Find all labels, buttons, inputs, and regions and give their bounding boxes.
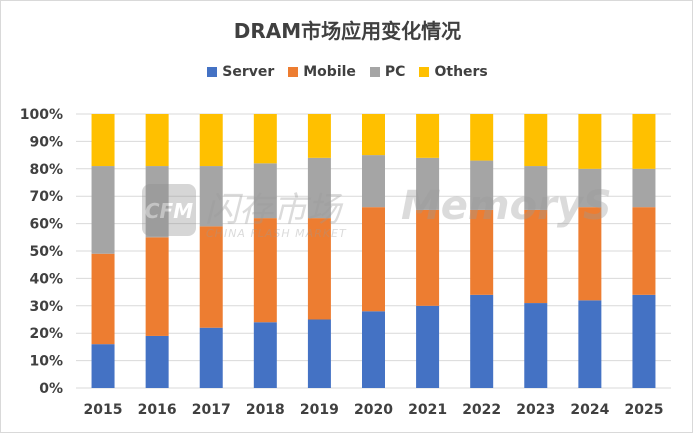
watermark: CFM 闪存市场 CHINA FLASH MARKET MemoryS xyxy=(142,183,612,240)
bar-others-2017 xyxy=(199,114,223,167)
y-tick-label: 0% xyxy=(39,381,63,397)
bar-pc-2019 xyxy=(307,157,331,219)
legend-swatch-pc xyxy=(369,67,380,77)
y-tick-label: 10% xyxy=(29,354,63,370)
bar-pc-2022 xyxy=(470,160,494,210)
y-tick-label: 30% xyxy=(29,299,63,315)
bar-others-2015 xyxy=(91,114,115,167)
bar-pc-2025 xyxy=(632,168,656,208)
bar-others-2020 xyxy=(362,114,385,156)
bar-mobile-2019 xyxy=(307,218,331,320)
bar-pc-2024 xyxy=(578,168,602,208)
x-axis-ticks: 2015 2016 2017 2018 2019 2020 2021 2022 2023 2024… xyxy=(84,402,664,418)
bar-mobile-2021 xyxy=(416,209,440,306)
x-tick-label: 2025 xyxy=(624,402,663,418)
legend-swatch-others xyxy=(419,67,430,77)
bar-mobile-2025 xyxy=(632,207,656,295)
watermark-logo-box xyxy=(142,184,196,236)
bar-pc-2021 xyxy=(416,157,440,210)
legend-label-others: Others xyxy=(434,64,488,80)
x-tick-label: 2023 xyxy=(516,402,555,418)
bar-mobile-2024 xyxy=(578,207,602,301)
bar-others-2022 xyxy=(470,114,494,161)
x-tick-label: 2022 xyxy=(462,402,501,418)
legend-swatch-server xyxy=(207,67,218,77)
x-tick-label: 2024 xyxy=(570,402,609,418)
legend-label-mobile: Mobile xyxy=(303,64,356,80)
y-tick-label: 100% xyxy=(20,107,63,123)
bar-mobile-2023 xyxy=(524,209,548,304)
bar-pc-2020 xyxy=(362,155,385,208)
bar-server-2021 xyxy=(416,305,440,388)
bar-mobile-2017 xyxy=(199,226,223,328)
watermark-en-text: CHINA FLASH MARKET xyxy=(206,227,347,240)
bar-others-2024 xyxy=(578,114,602,169)
chart-title: DRAM市场应用变化情况 xyxy=(233,19,462,43)
y-tick-label: 20% xyxy=(29,326,63,342)
y-tick-label: 60% xyxy=(29,217,63,233)
bar-pc-2017 xyxy=(199,166,223,227)
bars xyxy=(91,114,656,388)
x-tick-label: 2020 xyxy=(354,402,393,418)
y-tick-label: 90% xyxy=(29,134,63,150)
legend-swatch-mobile xyxy=(288,67,299,77)
y-tick-label: 40% xyxy=(29,271,63,287)
bar-server-2024 xyxy=(578,300,602,388)
bar-mobile-2022 xyxy=(470,209,494,295)
bar-server-2023 xyxy=(524,303,548,388)
bar-others-2021 xyxy=(416,114,440,158)
bar-others-2016 xyxy=(145,114,169,167)
bar-server-2025 xyxy=(632,294,656,388)
bar-mobile-2020 xyxy=(362,207,385,312)
bar-mobile-2016 xyxy=(145,237,169,336)
x-tick-label: 2015 xyxy=(84,402,123,418)
y-tick-label: 80% xyxy=(29,162,63,178)
legend-item-pc: PC xyxy=(369,64,406,80)
bar-pc-2016 xyxy=(145,166,169,238)
bar-server-2019 xyxy=(307,319,331,388)
bar-others-2025 xyxy=(632,114,656,169)
x-tick-label: 2016 xyxy=(138,402,177,418)
y-axis-ticks: 0% 10% 20% 30% 40% 50% 60% 70% 80% 90% 100% xyxy=(20,107,63,397)
bar-pc-2023 xyxy=(524,166,548,210)
legend-item-others: Others xyxy=(419,64,488,80)
legend-label-server: Server xyxy=(222,64,275,80)
watermark-logo-text: CFM xyxy=(145,199,193,223)
x-tick-label: 2017 xyxy=(192,402,231,418)
bar-server-2018 xyxy=(253,322,277,388)
bar-pc-2018 xyxy=(253,163,277,219)
bar-server-2020 xyxy=(362,311,385,388)
bar-server-2015 xyxy=(91,344,115,388)
legend-item-mobile: Mobile xyxy=(288,64,356,80)
bar-others-2018 xyxy=(253,114,277,164)
bar-others-2019 xyxy=(307,114,331,158)
chart-legend: Server Mobile PC Others xyxy=(1,64,693,80)
bar-mobile-2018 xyxy=(253,218,277,323)
bar-server-2016 xyxy=(145,335,169,388)
x-tick-label: 2018 xyxy=(246,402,285,418)
legend-label-pc: PC xyxy=(384,64,406,80)
x-tick-label: 2019 xyxy=(300,402,339,418)
bar-mobile-2015 xyxy=(91,253,115,345)
watermark-brand-text: MemoryS xyxy=(401,183,612,229)
x-tick-label: 2021 xyxy=(408,402,447,418)
legend-item-server: Server xyxy=(207,64,274,80)
bar-server-2022 xyxy=(470,294,494,388)
y-tick-label: 70% xyxy=(29,189,63,205)
bar-others-2023 xyxy=(524,114,548,167)
bar-server-2017 xyxy=(199,327,223,388)
bar-pc-2015 xyxy=(91,166,115,254)
watermark-cn-text: 闪存市场 xyxy=(205,190,344,230)
y-tick-label: 50% xyxy=(29,244,63,260)
